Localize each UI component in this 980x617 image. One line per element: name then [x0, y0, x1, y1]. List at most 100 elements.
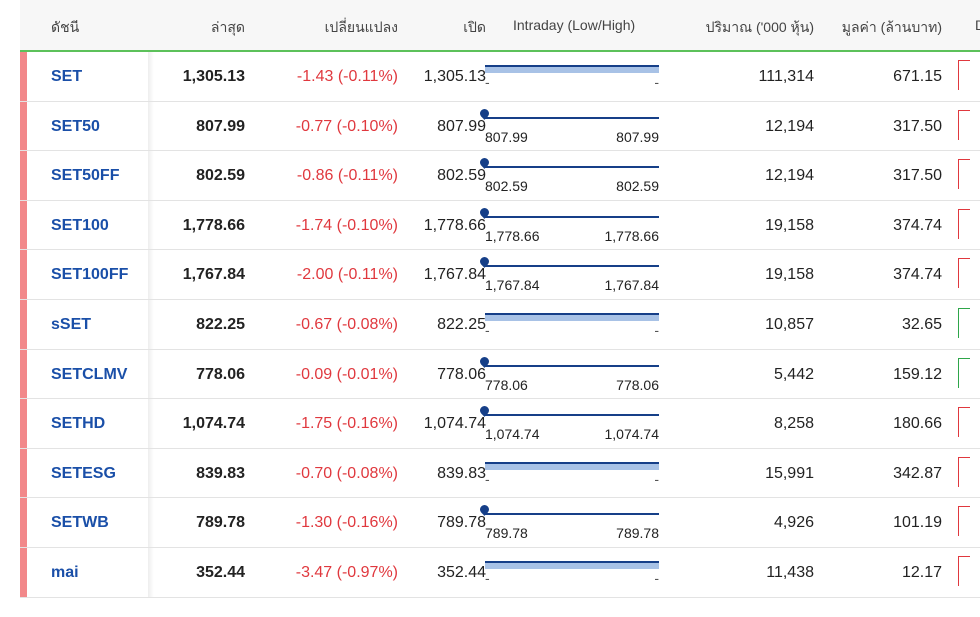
header-open[interactable]: เปิด: [463, 19, 486, 35]
index-name-link[interactable]: SETHD: [51, 415, 106, 433]
last-price: 1,767.84: [182, 266, 245, 284]
header-value[interactable]: มูลค่า (ล้านบาท): [841, 19, 942, 35]
index-name-link[interactable]: mai: [51, 563, 79, 581]
row-marker: [20, 299, 27, 349]
sparkline-icon: [958, 555, 970, 586]
price-change: -1.30 (-0.16%): [295, 514, 398, 532]
price-change: -1.75 (-0.16%): [295, 415, 398, 433]
price-change: -1.43 (-0.11%): [296, 68, 398, 85]
sparkline-icon: [958, 208, 970, 239]
sparkline-icon: [958, 159, 970, 190]
column-shadow: [148, 547, 154, 597]
row-marker: [20, 52, 27, 101]
row-marker: [20, 498, 27, 547]
row-marker: [20, 448, 27, 498]
volume: 12,194: [765, 117, 814, 135]
column-shadow: [148, 200, 154, 250]
intraday-track: [485, 461, 659, 470]
trade-value: 374.74: [893, 266, 942, 284]
sparkline-icon: [958, 407, 970, 438]
row-marker: [20, 200, 27, 250]
table-row[interactable]: SETCLMV 778.06 -0.09 (-0.01%) 778.06 778…: [20, 349, 980, 400]
intraday-track: [485, 166, 659, 169]
table-row[interactable]: SET50 807.99 -0.77 (-0.10%) 807.99 807.9…: [20, 101, 980, 152]
volume: 5,442: [773, 365, 814, 383]
sparkline-icon: [958, 456, 970, 487]
column-shadow: [148, 399, 154, 448]
index-name-link[interactable]: SET: [51, 68, 83, 85]
header-volume[interactable]: ปริมาณ ('000 หุ้น): [705, 19, 814, 35]
intraday-track: [485, 414, 659, 417]
header-last[interactable]: ล่าสุด: [210, 19, 245, 35]
price-change: -0.67 (-0.08%): [295, 315, 398, 333]
trade-value: 159.12: [893, 365, 942, 383]
intraday-high: -: [654, 321, 659, 338]
table-row[interactable]: SET100 1,778.66 -1.74 (-0.10%) 1,778.66 …: [20, 200, 980, 251]
intraday-high: 1,767.84: [604, 277, 660, 294]
sparkline-icon: [958, 109, 970, 140]
intraday-high: 807.99: [616, 128, 659, 145]
table-row[interactable]: SET 1,305.13 -1.43 (-0.11%) 1,305.13 - -…: [20, 52, 980, 102]
table-row[interactable]: sSET 822.25 -0.67 (-0.08%) 822.25 - - 10…: [20, 299, 980, 350]
price-change: -0.09 (-0.01%): [295, 365, 398, 383]
row-marker: [20, 250, 27, 299]
intraday-high: 802.59: [616, 178, 659, 195]
table-row[interactable]: SETHD 1,074.74 -1.75 (-0.16%) 1,074.74 1…: [20, 399, 980, 449]
header-index[interactable]: ดัชนี: [51, 19, 80, 35]
intraday-track: [485, 513, 659, 516]
last-price: 1,778.66: [182, 216, 245, 234]
intraday-range: - -: [485, 312, 659, 343]
header-extra[interactable]: D: [975, 17, 980, 33]
intraday-range: 807.99 807.99: [478, 106, 659, 145]
intraday-low: -: [485, 74, 490, 90]
intraday-low: -: [485, 569, 490, 586]
intraday-low: 1,074.74: [485, 426, 540, 443]
index-name-link[interactable]: SET100FF: [51, 266, 129, 284]
open-price: 822.25: [437, 315, 486, 333]
index-name-link[interactable]: sSET: [51, 315, 92, 333]
index-name-link[interactable]: SET50: [51, 117, 100, 135]
table-row[interactable]: SET50FF 802.59 -0.86 (-0.11%) 802.59 802…: [20, 151, 980, 201]
index-name-link[interactable]: SET100: [51, 216, 109, 234]
intraday-track: [485, 560, 659, 569]
intraday-high: -: [654, 470, 659, 487]
intraday-range: 1,767.84 1,767.84: [478, 255, 660, 294]
header-change[interactable]: เปลี่ยนแปลง: [324, 19, 398, 35]
volume: 19,158: [765, 216, 814, 234]
intraday-track: [485, 215, 659, 218]
table-row[interactable]: SET100FF 1,767.84 -2.00 (-0.11%) 1,767.8…: [20, 250, 980, 300]
trade-value: 317.50: [893, 167, 942, 185]
index-name-link[interactable]: SETWB: [51, 514, 109, 532]
header-intraday[interactable]: Intraday (Low/High): [513, 17, 636, 33]
last-price: 352.44: [196, 563, 245, 581]
intraday-track: [485, 65, 659, 73]
index-name-link[interactable]: SETCLMV: [51, 365, 128, 383]
index-name-link[interactable]: SET50FF: [51, 167, 120, 185]
intraday-range: - -: [485, 65, 659, 95]
intraday-low: -: [485, 321, 490, 338]
intraday-range: 1,778.66 1,778.66: [478, 205, 659, 244]
trade-value: 317.50: [893, 117, 942, 135]
last-price: 822.25: [196, 315, 245, 333]
last-price: 789.78: [196, 514, 245, 532]
column-shadow: [148, 498, 154, 547]
intraday-low: 807.99: [485, 128, 528, 145]
row-marker: [20, 349, 27, 399]
table-row[interactable]: SETESG 839.83 -0.70 (-0.08%) 839.83 - - …: [20, 448, 980, 499]
trade-value: 180.66: [893, 415, 942, 433]
price-change: -2.00 (-0.11%): [296, 266, 398, 284]
intraday-low: 778.06: [485, 376, 528, 393]
table-row[interactable]: SETWB 789.78 -1.30 (-0.16%) 789.78 789.7…: [20, 498, 980, 548]
price-change: -0.77 (-0.10%): [295, 117, 398, 135]
intraday-track: [485, 116, 659, 119]
table-row[interactable]: mai 352.44 -3.47 (-0.97%) 352.44 - - 11,…: [20, 547, 980, 598]
open-price: 802.59: [437, 167, 486, 185]
intraday-high: 789.78: [616, 525, 659, 542]
intraday-range: - -: [485, 560, 659, 591]
column-shadow: [148, 349, 154, 399]
column-shadow: [148, 151, 154, 200]
intraday-range: - -: [485, 461, 659, 492]
index-name-link[interactable]: SETESG: [51, 464, 116, 482]
trade-value: 32.65: [901, 315, 942, 333]
open-price: 352.44: [437, 563, 486, 581]
